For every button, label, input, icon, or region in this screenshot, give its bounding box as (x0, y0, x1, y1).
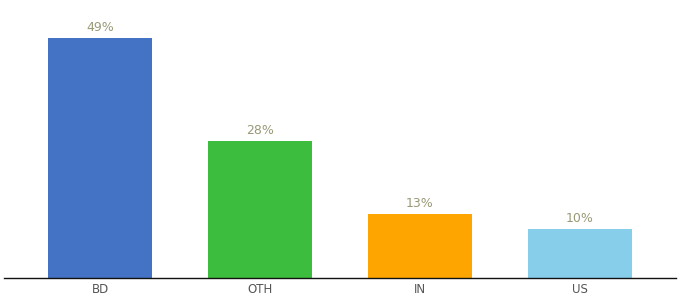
Text: 49%: 49% (86, 22, 114, 34)
Bar (48, 38, 152, 278)
Text: 13%: 13% (406, 197, 434, 211)
Bar (528, 229, 632, 278)
Text: 28%: 28% (246, 124, 274, 137)
Bar (208, 141, 312, 278)
Bar (368, 214, 472, 278)
Text: 10%: 10% (566, 212, 594, 225)
